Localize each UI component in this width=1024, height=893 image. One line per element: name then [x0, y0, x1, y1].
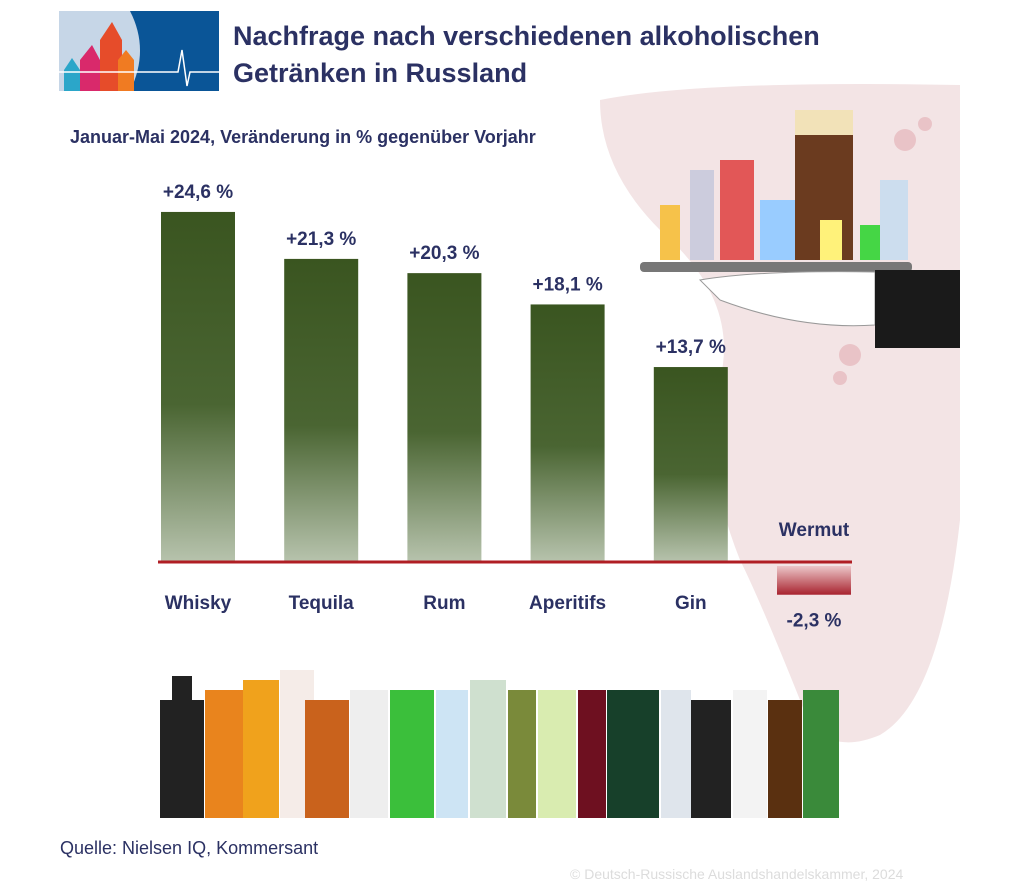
logo [59, 11, 219, 91]
data-label: +13,7 % [656, 337, 726, 358]
bar-rum [407, 273, 482, 562]
tray-with-drinks-illustration [640, 110, 960, 348]
category-label: Whisky [165, 593, 232, 614]
data-label: +20,3 % [409, 243, 479, 264]
title-line-2: Getränken in Russland [233, 58, 528, 88]
copyright: © Deutsch-Russische Auslandshandelskamme… [570, 866, 904, 882]
source-note: Quelle: Nielsen IQ, Kommersant [60, 838, 319, 858]
bottles-illustration [160, 670, 839, 818]
data-label: +21,3 % [286, 229, 356, 250]
data-label: +24,6 % [163, 182, 233, 203]
category-label: Tequila [289, 593, 355, 614]
bar-whisky [161, 211, 235, 562]
bar-wermut [777, 566, 851, 595]
category-label: Rum [423, 593, 465, 614]
bar-tequila [284, 258, 359, 562]
subtitle: Januar-Mai 2024, Veränderung in % gegenü… [70, 127, 536, 147]
category-label: Wermut [779, 520, 850, 541]
data-label: +18,1 % [532, 274, 602, 295]
bar-aperitifs [530, 304, 605, 562]
title-line-1: Nachfrage nach verschiedenen alkoholisch… [233, 21, 820, 51]
page-title: Nachfrage nach verschiedenen alkoholisch… [233, 18, 820, 92]
bar-gin [653, 367, 728, 562]
category-label: Gin [675, 593, 707, 614]
data-label: -2,3 % [787, 611, 842, 632]
category-label: Aperitifs [529, 593, 606, 614]
